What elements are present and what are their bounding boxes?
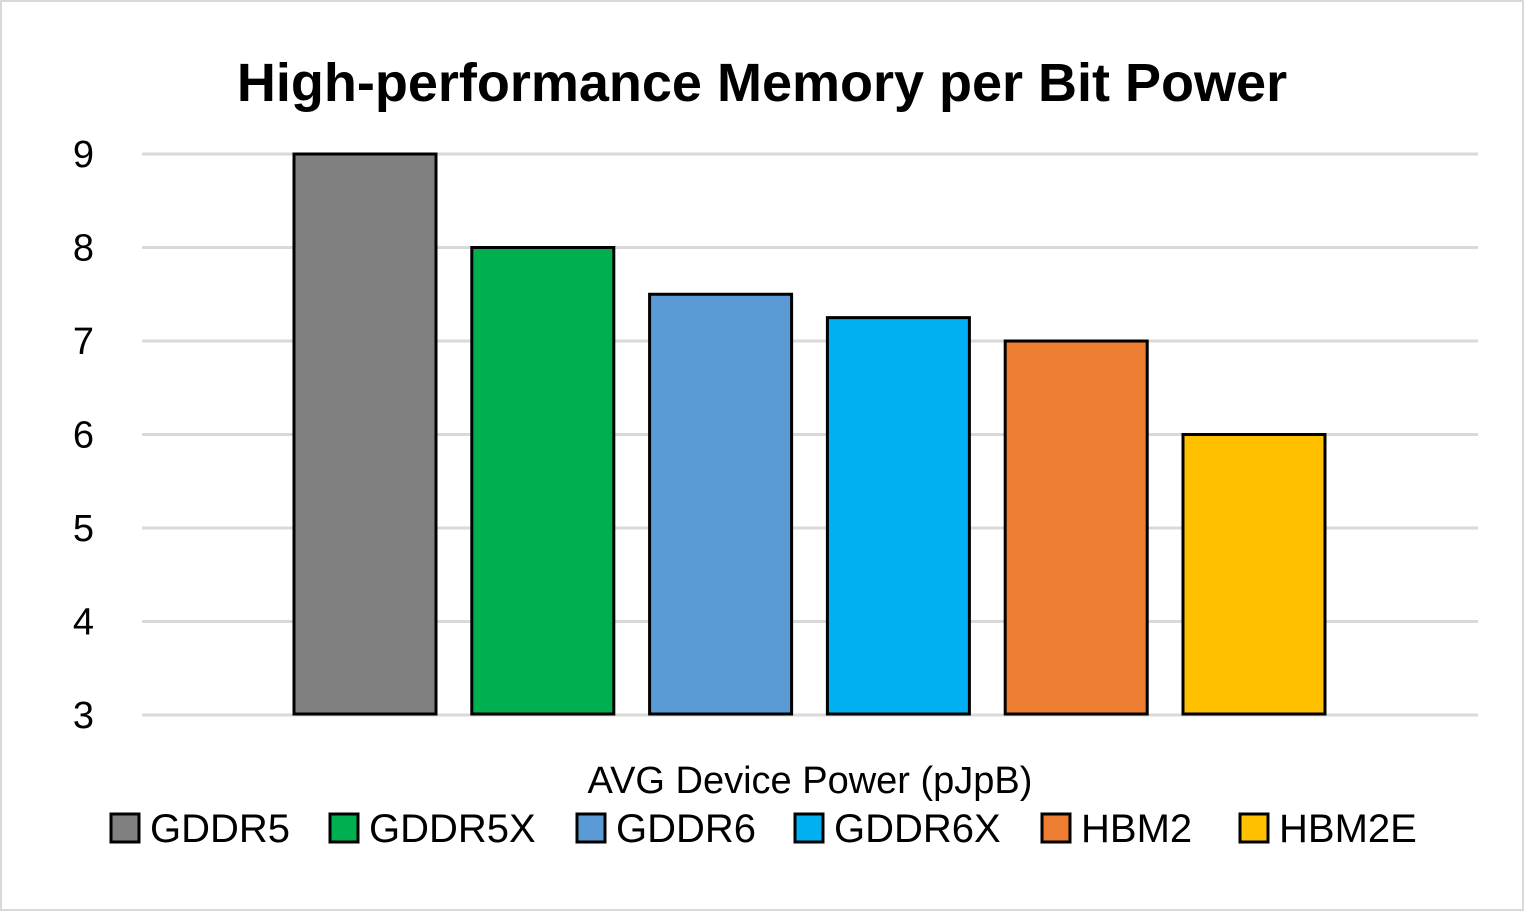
legend: GDDR5 GDDR5X GDDR6 GDDR6X HBM2 HBM2E (109, 807, 1417, 851)
legend-item-gddr6: GDDR6 (575, 807, 756, 851)
legend-swatch (793, 812, 825, 844)
bar-hbm2e (1181, 433, 1327, 716)
y-tick-label: 5 (73, 508, 94, 550)
y-tick-label: 4 (73, 602, 94, 644)
legend-label: GDDR5 (150, 807, 290, 851)
bar-hbm2 (1003, 339, 1149, 716)
legend-label: HBM2E (1279, 807, 1417, 851)
bar-gddr6x (825, 316, 971, 716)
bars (292, 152, 1327, 716)
legend-swatch (575, 812, 607, 844)
y-tick-label: 3 (73, 695, 94, 737)
legend-swatch (1238, 812, 1270, 844)
legend-swatch (109, 812, 141, 844)
y-tick-label: 9 (73, 134, 94, 176)
bar-gddr5x (470, 246, 616, 716)
legend-swatch (328, 812, 360, 844)
y-tick-label: 8 (73, 228, 94, 270)
y-axis-ticks: 3 4 5 6 7 8 9 (73, 134, 94, 737)
legend-item-hbm2: HBM2 (1040, 807, 1192, 851)
legend-item-hbm2e: HBM2E (1238, 807, 1417, 851)
chart-title: High-performance Memory per Bit Power (237, 53, 1287, 113)
legend-label: HBM2 (1081, 807, 1192, 851)
legend-label: GDDR6 (616, 807, 756, 851)
legend-label: GDDR5X (369, 807, 536, 851)
bar-gddr5 (292, 152, 438, 716)
y-tick-label: 7 (73, 321, 94, 363)
legend-item-gddr5: GDDR5 (109, 807, 290, 851)
bar-gddr6 (648, 292, 794, 716)
y-tick-label: 6 (73, 415, 94, 457)
legend-item-gddr6x: GDDR6X (793, 807, 1001, 851)
legend-item-gddr5x: GDDR5X (328, 807, 536, 851)
legend-swatch (1040, 812, 1072, 844)
x-axis-label: AVG Device Power (pJpB) (588, 760, 1033, 802)
legend-label: GDDR6X (834, 807, 1001, 851)
